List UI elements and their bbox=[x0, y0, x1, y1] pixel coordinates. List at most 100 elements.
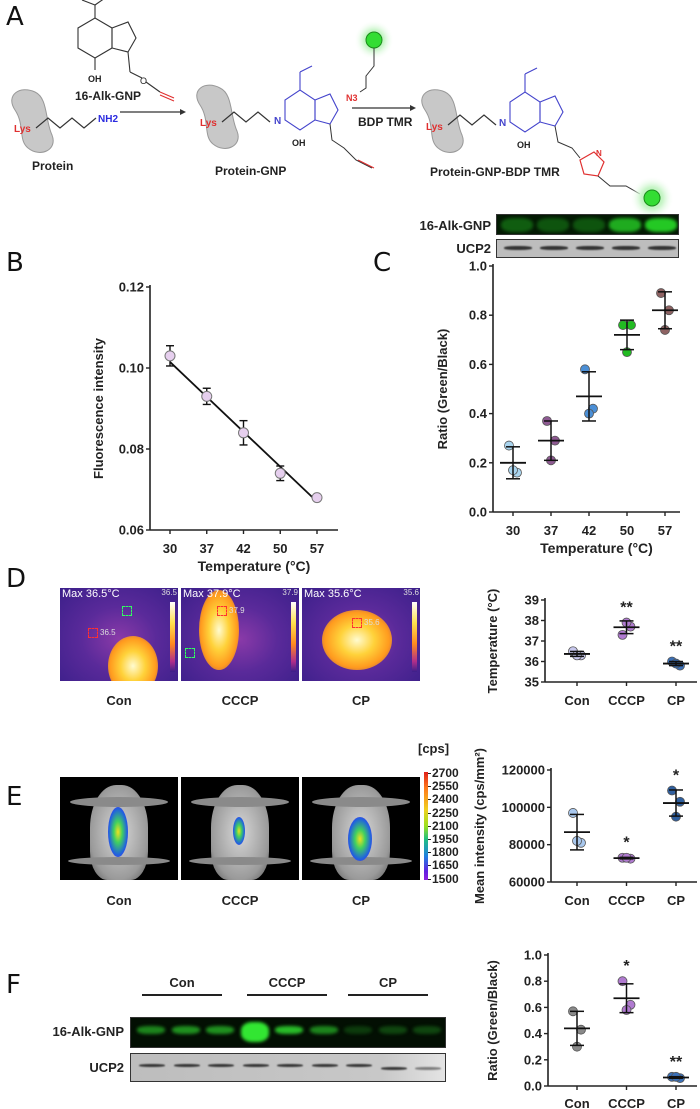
data-point bbox=[238, 427, 249, 439]
blot-band bbox=[206, 1026, 234, 1034]
reference-marker bbox=[185, 648, 195, 658]
y-tick-label: 0.08 bbox=[119, 442, 144, 457]
blot-band bbox=[573, 218, 605, 232]
y-tick-label: 60000 bbox=[509, 875, 545, 890]
y-tick-label: 0.12 bbox=[119, 280, 144, 295]
blot-f-group-line bbox=[348, 994, 428, 996]
blot-band bbox=[137, 1026, 165, 1034]
blot-band bbox=[240, 1022, 269, 1042]
colorbar-tick bbox=[428, 825, 431, 827]
mouse-heat-signature bbox=[199, 590, 239, 670]
y-tick-label: 120000 bbox=[502, 763, 545, 778]
reference-marker bbox=[122, 606, 132, 616]
blot-band bbox=[612, 246, 640, 250]
thermal-scale-bar bbox=[170, 602, 175, 672]
thermal-scale-bar bbox=[291, 602, 296, 672]
colorbar-tick bbox=[428, 786, 431, 788]
thermal-scale-bar bbox=[412, 602, 417, 672]
data-point bbox=[576, 1024, 586, 1035]
blot-f-group-label: CCCP bbox=[268, 975, 306, 990]
data-point bbox=[164, 350, 176, 362]
lys-label: Lys bbox=[200, 118, 217, 129]
y-tick-label: 0.6 bbox=[469, 357, 487, 372]
lys-label: Lys bbox=[14, 124, 31, 135]
ivis-image bbox=[60, 777, 178, 880]
x-tick-label: 42 bbox=[582, 523, 596, 538]
hotspot-temp: 37.9 bbox=[229, 606, 245, 615]
data-point bbox=[274, 467, 286, 479]
panel-label-d: D bbox=[6, 564, 27, 594]
blot-c-row2-label: UCP2 bbox=[456, 241, 491, 256]
blot-band bbox=[645, 218, 677, 232]
data-point bbox=[311, 492, 323, 504]
blot-c-ucp2 bbox=[496, 239, 679, 258]
y-tick-label: 0.4 bbox=[524, 1026, 543, 1041]
blot-f-row1-label: 16-Alk-GNP bbox=[52, 1024, 124, 1039]
y-axis-label: Fluorescence intensity bbox=[91, 337, 106, 479]
mouse-heat-signature bbox=[322, 610, 392, 670]
x-tick-label: 37 bbox=[544, 523, 558, 538]
o-label: O bbox=[140, 76, 147, 86]
protein-blob bbox=[421, 89, 464, 153]
x-tick-label: CCCP bbox=[608, 893, 645, 908]
y-tick-label: 36 bbox=[525, 654, 539, 669]
thermal-max-readout: Max 37.9°C bbox=[183, 588, 241, 600]
panel-label-e: E bbox=[6, 782, 23, 812]
lys-label: Lys bbox=[426, 122, 443, 133]
thermal-scale-max: 36.5 bbox=[161, 588, 177, 597]
ivis-label: Con bbox=[106, 893, 132, 908]
colorbar-tick-label: 2400 bbox=[432, 792, 459, 807]
mouse-legs bbox=[189, 857, 291, 865]
x-tick-label: CP bbox=[667, 1096, 685, 1109]
blot-c-row1-label: 16-Alk-GNP bbox=[419, 218, 491, 233]
y-tick-label: 1.0 bbox=[469, 259, 487, 274]
blot-band bbox=[346, 1064, 372, 1067]
panel-label-f: F bbox=[6, 970, 21, 1000]
oh-label: OH bbox=[88, 74, 102, 84]
chart-panel-c: 0.0 0.2 0.4 0.6 0.8 1.0 30 37 42 50 57 Temperature … bbox=[435, 259, 680, 556]
y-tick-label: 38 bbox=[525, 613, 539, 628]
x-tick-label: 57 bbox=[658, 523, 672, 538]
mouse-arms bbox=[312, 797, 410, 807]
fluorophore-icon bbox=[643, 189, 661, 207]
chart-panel-d: 35 36 37 38 39 Con CCCP CP Temperature (°C) ** ** bbox=[485, 589, 697, 708]
y-axis-label: Ratio (Green/Black) bbox=[435, 329, 450, 450]
data-point bbox=[568, 808, 578, 818]
blot-band bbox=[275, 1026, 303, 1034]
thermal-image: Max 35.6°C 35.6 35.6 bbox=[302, 588, 420, 681]
hotspot-temp: 35.6 bbox=[364, 618, 380, 627]
y-axis-label: Mean intensity (cps/mm²) bbox=[472, 748, 487, 904]
blot-band bbox=[171, 1026, 200, 1034]
x-tick-label: 50 bbox=[620, 523, 634, 538]
x-tick-label: Con bbox=[564, 1096, 589, 1109]
x-tick-label: 30 bbox=[506, 523, 520, 538]
data-point bbox=[626, 320, 636, 330]
colorbar-tick-label: 1650 bbox=[432, 858, 459, 873]
blot-band bbox=[378, 1026, 407, 1034]
n-label: N bbox=[499, 118, 506, 129]
y-tick-label: 37 bbox=[525, 634, 539, 649]
thermal-image: Max 36.5°C 36.5 36.5 bbox=[60, 588, 178, 681]
blot-f-group-line bbox=[142, 994, 222, 996]
x-axis-label: Temperature (°C) bbox=[198, 558, 311, 574]
ivis-image bbox=[181, 777, 299, 880]
blot-band bbox=[242, 1064, 269, 1067]
ivis-image bbox=[302, 777, 420, 880]
chart-panel-f: 0.0 0.2 0.4 0.6 0.8 1.0 Con CCCP CP Ratio (Green/… bbox=[485, 948, 697, 1109]
y-axis-label: Temperature (°C) bbox=[485, 589, 500, 694]
colorbar-tick bbox=[428, 812, 431, 814]
y-tick-label: 0.2 bbox=[469, 455, 487, 470]
mouse-legs bbox=[68, 857, 170, 865]
x-tick-label: 50 bbox=[273, 541, 287, 556]
n-label: N bbox=[596, 149, 602, 158]
signal-blob bbox=[233, 817, 245, 845]
data-point bbox=[201, 390, 213, 402]
x-tick-label: CP bbox=[667, 893, 685, 908]
blot-f-group-line bbox=[247, 994, 327, 996]
chart-panel-e: 60000 80000 100000 120000 Con CCCP CP Mean inte… bbox=[472, 748, 697, 908]
mouse-arms bbox=[70, 797, 168, 807]
x-tick-label: CCCP bbox=[608, 693, 645, 708]
signal-blob bbox=[348, 817, 372, 861]
thermal-image: Max 37.9°C 37.9 37.9 bbox=[181, 588, 299, 681]
